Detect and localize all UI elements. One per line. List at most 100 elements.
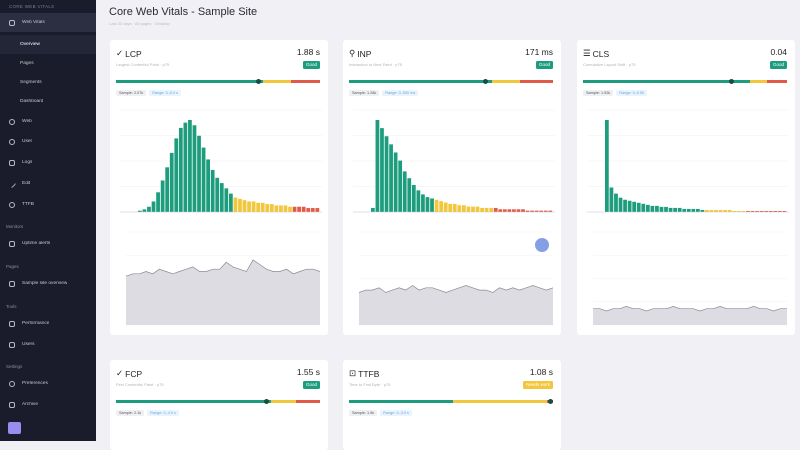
pencil-icon	[7, 179, 17, 188]
sidebar-item-user[interactable]: User	[0, 132, 96, 151]
good-segment	[116, 400, 272, 403]
metric-value: 1.08 s	[529, 367, 553, 377]
histogram-bar	[632, 201, 637, 212]
sidebar-item-web[interactable]: Web	[0, 112, 96, 131]
avatar[interactable]	[8, 422, 21, 434]
trend-area	[593, 306, 787, 325]
histogram-bar	[659, 206, 664, 212]
trend-chart	[125, 231, 321, 326]
sidebar-item-pages[interactable]: Pages	[20, 61, 34, 66]
metric-name: ✓ FCP	[116, 368, 142, 379]
sidebar: Core Web Vitals Web Vitals Overview Page…	[0, 0, 96, 441]
histogram-bar	[425, 197, 430, 212]
histogram-bar	[723, 209, 728, 212]
sidebar-item-preferences[interactable]: Preferences	[0, 374, 96, 393]
ttfb-icon: ⊡	[349, 368, 357, 378]
histogram-bar	[755, 210, 759, 212]
metric-chip[interactable]: Range: 0–0.50	[616, 90, 648, 96]
histogram-bar	[718, 209, 723, 212]
metric-description: Largest Contentful Paint · p75	[116, 62, 170, 67]
sidebar-item-performance[interactable]: Performance	[0, 314, 96, 333]
histogram-bar	[242, 200, 247, 212]
metric-card-cls[interactable]: ☰ CLS 0.04 Cumulative Layout Shift · p75 Goo…	[577, 40, 795, 335]
histogram-bar	[306, 208, 311, 212]
histogram-bar	[411, 184, 416, 212]
threshold-bar	[349, 80, 553, 83]
sidebar-item-logs[interactable]: Logs	[0, 153, 96, 172]
sidebar-item-users[interactable]: Users	[0, 335, 96, 354]
metric-card-lcp[interactable]: ✓ LCP 1.88 s Largest Contentful Paint · p75…	[110, 40, 328, 335]
metric-chip[interactable]: Sample: 1.28k	[349, 90, 380, 96]
histogram-bar	[283, 205, 288, 212]
sidebar-item-edit[interactable]: Edit	[0, 174, 96, 193]
histogram-bar	[247, 201, 251, 212]
metric-label: INP	[357, 48, 372, 59]
page-subtitle: Last 30 days · All pages · Desktop	[109, 21, 170, 26]
clock-icon	[9, 201, 15, 208]
good-segment	[349, 80, 492, 83]
histogram-chart	[120, 109, 322, 213]
metric-chip[interactable]: Sample: 2.07k	[116, 90, 147, 96]
status-badge: Needs work	[523, 381, 553, 389]
shield-icon	[9, 240, 15, 247]
histogram-bar	[516, 209, 521, 212]
threshold-bar	[116, 80, 320, 83]
histogram-bar	[475, 206, 480, 212]
needs-improvement-segment	[271, 400, 296, 403]
gear-icon	[9, 380, 15, 387]
histogram-bar	[736, 210, 741, 212]
sidebar-item-sample-site[interactable]: Sample site overview	[0, 274, 96, 293]
user-icon	[9, 19, 15, 26]
histogram-bar	[773, 210, 778, 212]
histogram-bar	[269, 204, 274, 212]
sidebar-header: Core Web Vitals	[9, 4, 55, 9]
histogram-bar	[530, 210, 534, 212]
sidebar-section-pages: Pages	[6, 264, 19, 269]
histogram-bar	[407, 178, 412, 212]
sidebar-item-uptime-alerts[interactable]: Uptime alerts	[0, 234, 96, 253]
trend-chart	[593, 231, 787, 326]
poor-segment	[291, 80, 320, 83]
histogram-bar	[502, 209, 507, 212]
metric-chip[interactable]: Range: 0–3.0 s	[380, 410, 412, 416]
p75-marker	[548, 398, 554, 404]
metric-chips: Sample: 1.28k Range: 0–500 ms	[349, 90, 419, 96]
metric-chip[interactable]: Range: 0–500 ms	[382, 90, 419, 96]
metric-chip[interactable]: Sample: 2.1k	[116, 410, 145, 416]
histogram-bar	[375, 120, 380, 212]
sidebar-item-ttfb[interactable]: TTFB	[0, 195, 96, 214]
metric-card-fcp[interactable]: ✓ FCP 1.55 s First Contentful Paint · p75 Go…	[110, 360, 328, 450]
metric-chip[interactable]: Range: 0–5.0 s	[149, 90, 182, 96]
histogram-bar	[251, 201, 256, 212]
histogram-bar	[393, 152, 398, 212]
metric-card-inp[interactable]: ⚲ INP 171 ms Interaction to Next Paint · p7…	[343, 40, 561, 335]
good-segment	[583, 80, 751, 83]
histogram-bar	[389, 144, 393, 212]
histogram-bar	[142, 209, 147, 212]
histogram-bar	[402, 171, 407, 212]
sidebar-item-segments[interactable]: Segments	[20, 80, 42, 85]
metric-name: ⚲ INP	[349, 48, 371, 59]
metric-label: CLS	[592, 48, 610, 59]
histogram-bar	[265, 204, 270, 212]
cloud-icon	[9, 118, 15, 125]
metric-card-ttfb[interactable]: ⊡ TTFB 1.08 s Time to First Byte · p75 Needs…	[343, 360, 561, 450]
sidebar-item-web-vitals[interactable]: Web Vitals	[0, 13, 96, 32]
metric-chips: Sample: 2.07k Range: 0–5.0 s	[116, 90, 182, 96]
histogram-bar	[165, 167, 170, 212]
metric-chip[interactable]: Sample: 1.92k	[583, 90, 614, 96]
p75-marker	[729, 78, 735, 84]
sidebar-item-dashboard[interactable]: Dashboard	[20, 99, 44, 104]
histogram-bar	[197, 135, 201, 212]
sidebar-item-archive[interactable]: Archive	[0, 395, 96, 414]
sidebar-item-overview[interactable]: Overview	[0, 35, 96, 54]
metric-chip[interactable]: Sample: 1.9k	[349, 410, 378, 416]
needs-improvement-segment	[453, 400, 547, 403]
histogram-bar	[452, 203, 457, 212]
histogram-bar	[539, 210, 544, 212]
histogram-bar	[605, 120, 609, 212]
histogram-bar	[645, 204, 650, 212]
metric-name: ☰ CLS	[583, 48, 609, 59]
metric-chip[interactable]: Range: 0–4.0 s	[147, 410, 179, 416]
good-segment	[116, 80, 263, 83]
